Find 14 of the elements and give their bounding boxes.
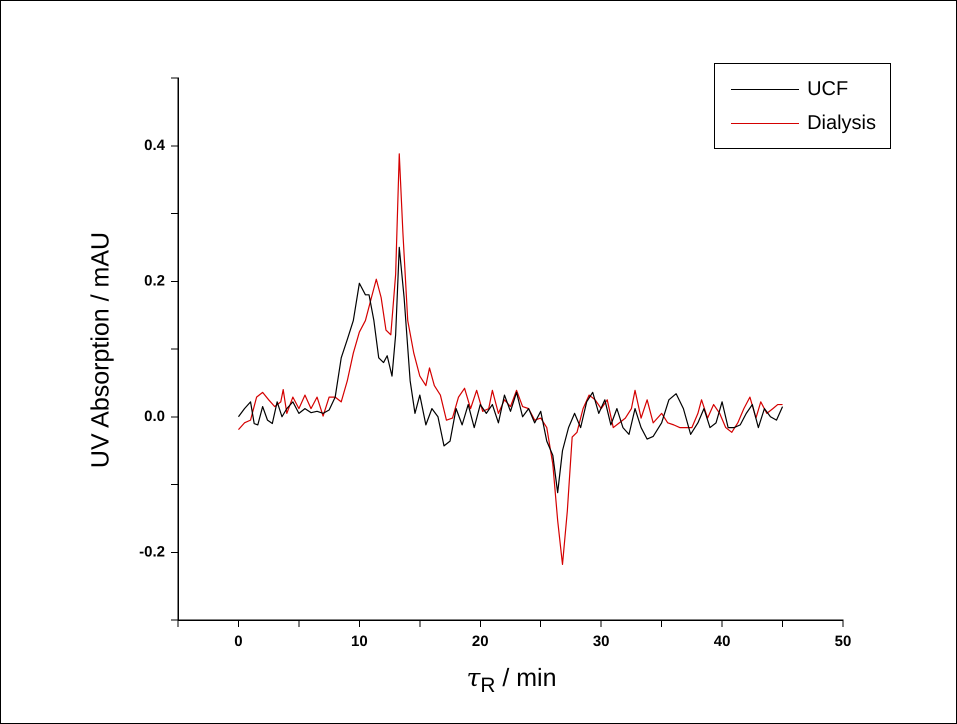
y-tick-label: 0.0 [144,408,165,425]
x-axis-title: τ$_{R}$ / min [465,663,558,698]
x-tick-label: 30 [592,633,610,650]
y-axis-title: UV Absorption / mAU [86,232,116,468]
x-tick-label: 20 [472,633,489,650]
x-tick-label: 50 [834,633,852,650]
x-tick-label: 0 [234,633,243,650]
x-tick-label: 40 [714,633,730,650]
legend-label: UCF [807,78,848,100]
x-tick-label: 10 [351,633,368,650]
y-tick-label: -0.2 [139,543,165,560]
legend-label: Dialysis [807,112,876,134]
y-tick-label: 0.4 [144,136,166,154]
y-tick-label: 0.2 [144,272,165,290]
